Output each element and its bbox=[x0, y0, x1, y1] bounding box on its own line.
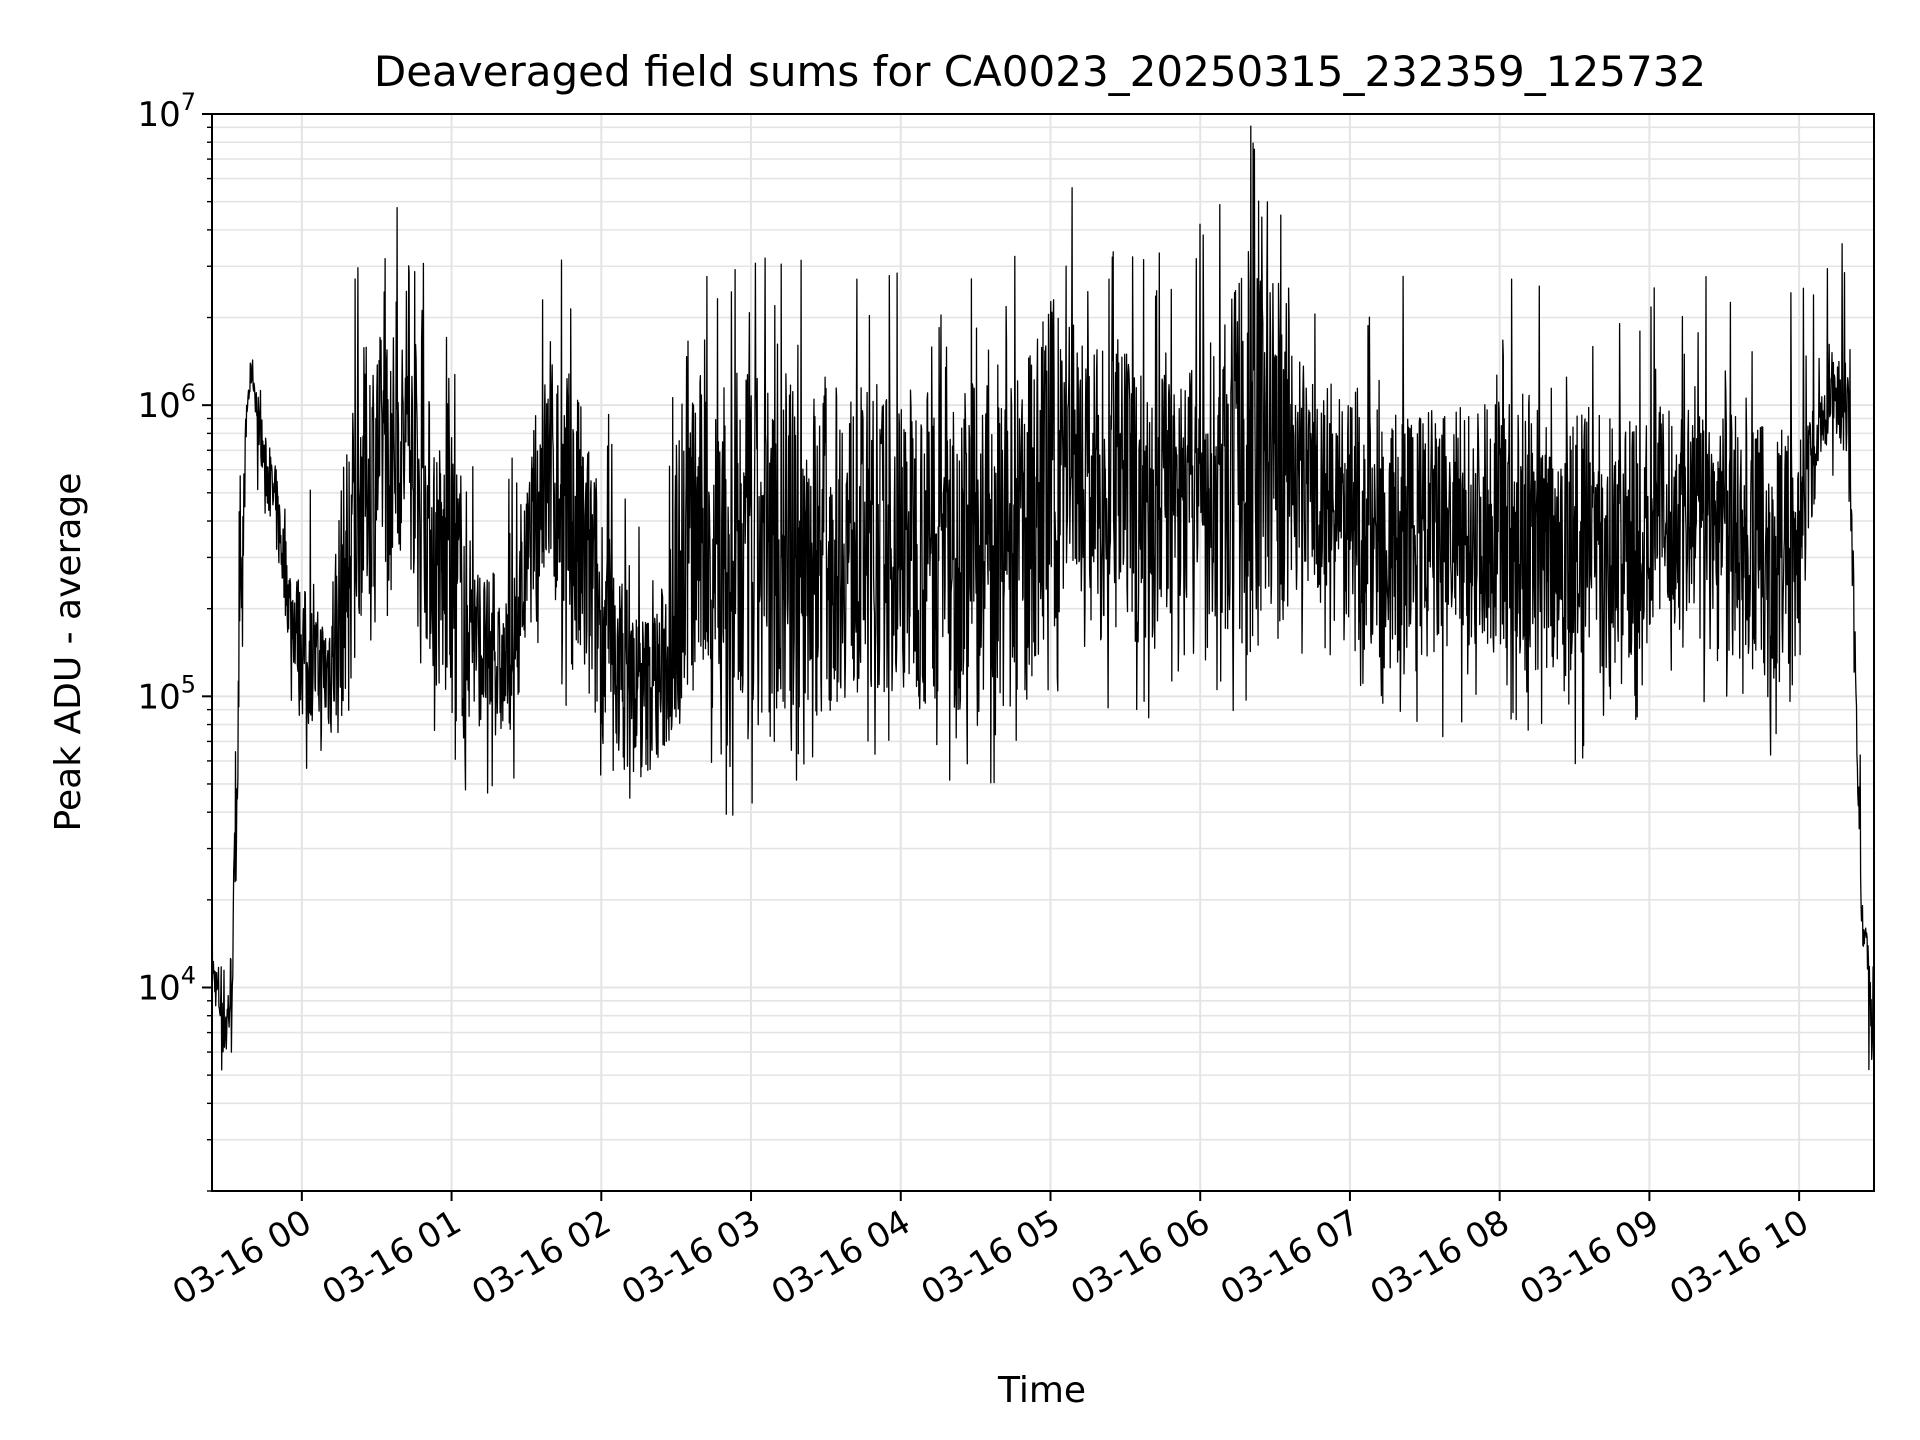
series-line bbox=[211, 125, 1875, 1071]
y-axis: 104 105 106 107 bbox=[137, 88, 212, 1192]
x-axis-label: Time bbox=[997, 1370, 1086, 1411]
plot-frame bbox=[211, 113, 1875, 1192]
y-tick-label: 107 bbox=[137, 88, 196, 135]
y-axis-label: Peak ADU - average bbox=[48, 473, 89, 832]
y-tick-label: 104 bbox=[137, 961, 196, 1008]
chart-title: Deaveraged field sums for CA0023_2025031… bbox=[374, 47, 1706, 96]
y-tick-label: 106 bbox=[137, 379, 196, 426]
series-layer bbox=[211, 125, 1875, 1071]
y-tick-label: 105 bbox=[137, 670, 196, 717]
